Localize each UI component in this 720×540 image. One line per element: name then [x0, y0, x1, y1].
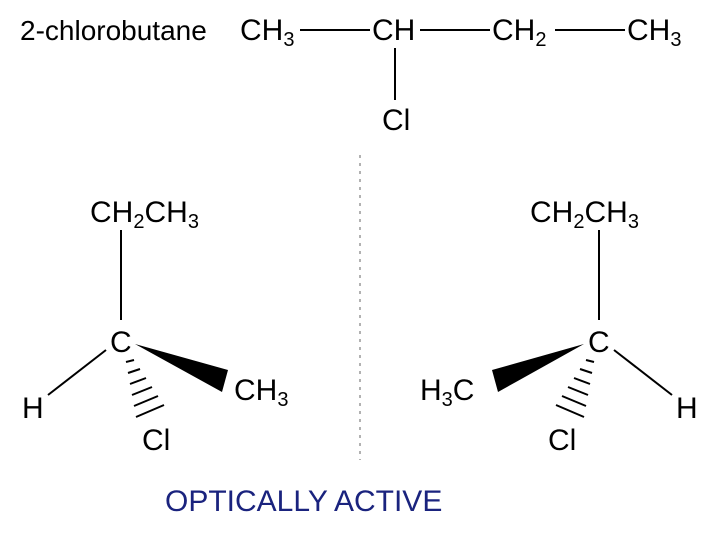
svg-text:CH: CH: [372, 14, 415, 47]
svg-text:H3C: H3C: [420, 374, 474, 411]
svg-text:CH2CH3: CH2CH3: [90, 196, 199, 233]
svg-text:C: C: [110, 326, 132, 359]
linear-formula: CH3 CH CH2 CH3 Cl: [240, 14, 681, 137]
svg-text:CH3: CH3: [627, 14, 681, 51]
svg-text:CH3: CH3: [240, 14, 294, 51]
chemical-diagram: CH3 CH CH2 CH3 Cl C CH2CH3 H CH3: [0, 0, 720, 540]
svg-text:CH2CH3: CH2CH3: [530, 196, 639, 233]
svg-text:Cl: Cl: [142, 424, 170, 457]
enantiomer-right: C CH2CH3 H H3C Cl: [420, 196, 698, 457]
svg-text:H: H: [676, 392, 698, 425]
svg-text:CH3: CH3: [234, 374, 288, 411]
svg-text:C: C: [588, 326, 610, 359]
enantiomer-left: C CH2CH3 H CH3 Cl: [22, 196, 288, 457]
svg-text:H: H: [22, 392, 44, 425]
svg-text:CH2: CH2: [492, 14, 546, 51]
svg-text:Cl: Cl: [382, 104, 410, 137]
svg-text:Cl: Cl: [548, 424, 576, 457]
optical-activity-caption: OPTICALLY ACTIVE: [165, 485, 442, 519]
